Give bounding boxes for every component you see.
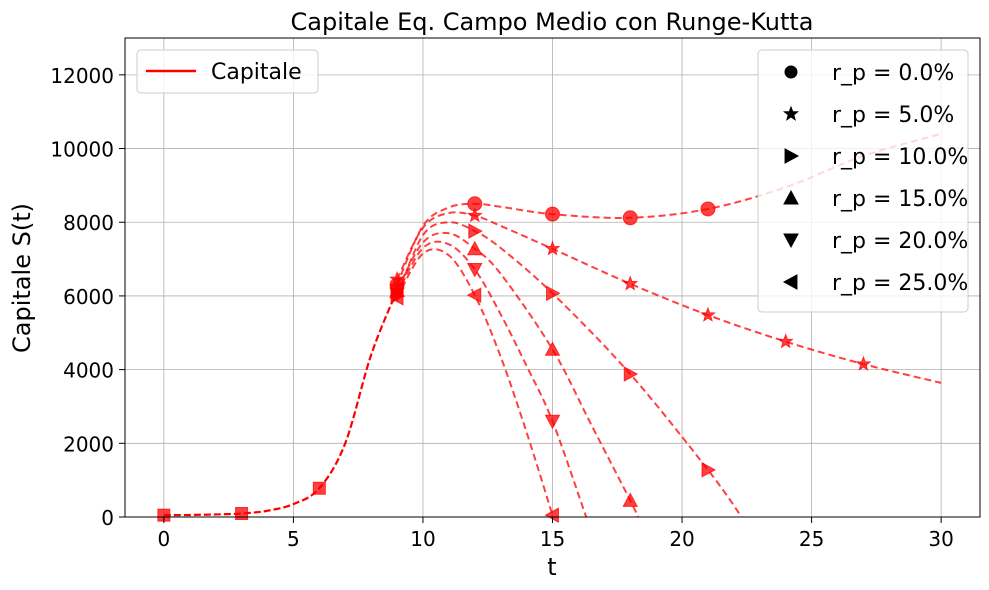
legend-entry-rp: r_p = 15.0%	[783, 187, 968, 212]
data-point-triangle-left	[544, 507, 559, 523]
data-point-star	[777, 333, 794, 349]
x-tick-label: 15	[540, 527, 565, 551]
data-point-square	[235, 506, 249, 520]
legend-label-rp: r_p = 15.0%	[832, 187, 968, 212]
y-tick-label: 0	[101, 506, 114, 530]
data-point-triangle-up	[466, 240, 483, 256]
legend-label-capitale: Capitale	[211, 60, 302, 85]
data-point-star	[855, 355, 872, 371]
y-tick-label: 12000	[50, 64, 114, 88]
x-tick-label: 25	[799, 527, 824, 551]
legend-capitale: Capitale	[136, 49, 319, 94]
data-point-triangle-right	[468, 223, 483, 239]
y-tick-label: 6000	[63, 285, 114, 309]
legend-entry-rp: r_p = 10.0%	[784, 145, 968, 170]
series-rp-5	[388, 248, 559, 523]
legend-label-rp: r_p = 0.0%	[832, 61, 954, 86]
series-line-base	[163, 289, 399, 517]
y-axis: 0 2000 4000 6000 8000 10000 12000	[50, 64, 125, 530]
data-point-triangle-right	[701, 461, 717, 478]
x-tick-label: 30	[928, 527, 953, 551]
data-point-square	[390, 283, 404, 297]
legend-label-rp: r_p = 5.0%	[832, 103, 954, 128]
data-point-triangle-down	[544, 414, 561, 430]
series-rp-1	[389, 207, 942, 384]
y-tick-label: 8000	[63, 211, 114, 235]
y-axis-label: Capitale S(t)	[8, 203, 36, 353]
x-tick-label: 20	[669, 527, 694, 551]
legend-marker-triangle-down	[783, 233, 799, 249]
data-point-triangle-down	[466, 262, 483, 278]
y-tick-label: 10000	[50, 138, 114, 162]
data-point-star	[699, 306, 716, 322]
data-point-square	[312, 481, 326, 495]
data-point-star	[389, 270, 406, 287]
series-rp-4	[389, 240, 588, 518]
legend-entry-rp: r_p = 20.0%	[783, 229, 968, 254]
series-layer	[157, 132, 942, 523]
legend-marker-triangle-up	[783, 189, 799, 205]
data-point-triangle-up	[544, 341, 561, 356]
legend-entry-rp: r_p = 0.0%	[784, 61, 954, 86]
series-rp-3	[389, 231, 639, 518]
series-line	[396, 248, 554, 516]
data-point-star	[544, 240, 561, 256]
plot-area	[157, 132, 942, 523]
data-point-triangle-up	[622, 492, 639, 507]
legend-entry-rp: r_p = 5.0%	[782, 103, 954, 128]
legend-rp: r_p = 0.0% r_p = 5.0% r_p = 10.0% r_p = 15.…	[757, 49, 969, 313]
y-tick-label: 2000	[63, 432, 114, 456]
series-base	[157, 283, 404, 522]
y-tick-label: 4000	[63, 359, 114, 383]
data-point-circle	[622, 210, 638, 226]
data-point-triangle-right	[623, 366, 639, 382]
series-line	[396, 240, 588, 518]
data-point-star	[622, 275, 639, 291]
legend-label-rp: r_p = 20.0%	[832, 229, 968, 254]
legend-entry-rp: r_p = 25.0%	[782, 271, 968, 296]
legend-label-rp: r_p = 25.0%	[832, 271, 968, 296]
data-point-star	[466, 207, 483, 223]
data-point-triangle-left	[466, 287, 482, 304]
legend-label-rp: r_p = 10.0%	[832, 145, 968, 170]
data-point-circle	[700, 201, 716, 217]
x-tick-label: 5	[287, 527, 300, 551]
series-line	[396, 231, 639, 518]
x-tick-label: 0	[157, 527, 170, 551]
x-tick-label: 10	[410, 527, 435, 551]
legend-marker-circle	[784, 65, 798, 79]
legend-marker-star	[782, 105, 800, 121]
data-point-circle	[545, 206, 560, 222]
series-line	[396, 221, 743, 518]
x-axis: 0 5 10 15 20 25 30	[157, 517, 954, 551]
legend-marker-triangle-right	[784, 148, 800, 164]
legend-marker-triangle-left	[782, 274, 798, 290]
data-point-triangle-right	[546, 285, 561, 302]
series-line	[396, 211, 942, 384]
x-axis-label: t	[547, 553, 556, 581]
chart-title: Capitale Eq. Campo Medio con Runge-Kutta	[291, 8, 814, 36]
